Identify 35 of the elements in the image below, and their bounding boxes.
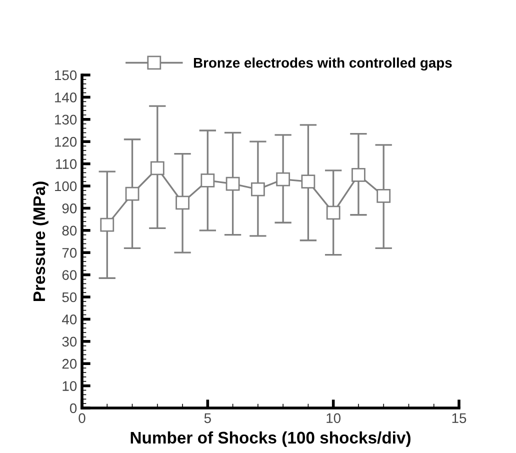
y-tick-label: 60 bbox=[62, 270, 77, 280]
y-axis-title: Pressure (MPa) bbox=[32, 182, 48, 302]
point bbox=[301, 174, 316, 189]
y-tick-label: 120 bbox=[55, 136, 77, 147]
y-tick-label: 140 bbox=[55, 92, 77, 102]
point bbox=[200, 174, 215, 188]
x-tick-label: 10 bbox=[326, 413, 341, 424]
y-tick-label: 0 bbox=[70, 403, 77, 414]
y-tick-label: 90 bbox=[62, 204, 77, 214]
x-tick-label: 5 bbox=[204, 413, 211, 424]
y-tick-label: 10 bbox=[62, 381, 77, 391]
point bbox=[276, 172, 290, 186]
x-axis-title: Number of Shocks (100 shocks/div) bbox=[130, 431, 410, 447]
y-tick-label: 80 bbox=[62, 226, 77, 236]
y-tick-label: 50 bbox=[62, 292, 77, 302]
point bbox=[352, 168, 366, 182]
y-tick-label: 40 bbox=[62, 314, 77, 324]
point bbox=[100, 218, 114, 232]
x-tick-label: 0 bbox=[78, 413, 86, 424]
point bbox=[176, 196, 190, 210]
point bbox=[125, 186, 140, 201]
y-tick-label: 30 bbox=[62, 336, 77, 347]
y-tick-label: 150 bbox=[55, 70, 77, 80]
y-tick-label: 100 bbox=[55, 181, 77, 192]
y-tick-label: 130 bbox=[55, 114, 77, 125]
y-tick-label: 110 bbox=[56, 159, 77, 169]
point bbox=[376, 189, 391, 203]
point bbox=[226, 176, 240, 191]
x-tick-label: 15 bbox=[452, 413, 466, 424]
y-tick-label: 20 bbox=[62, 358, 77, 369]
point bbox=[326, 206, 340, 220]
legend-label: Bronze electrodes with controlled gaps bbox=[194, 58, 452, 71]
y-tick-label: 70 bbox=[62, 248, 77, 258]
point bbox=[150, 161, 164, 176]
point bbox=[250, 182, 265, 196]
